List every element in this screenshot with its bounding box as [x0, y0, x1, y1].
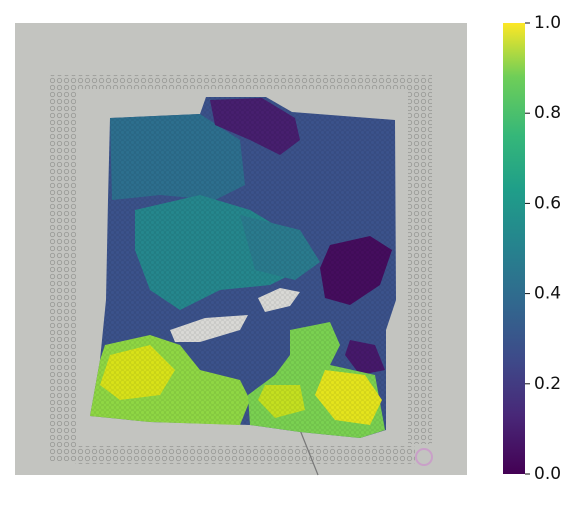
colorbar-tick-label: 1.0 — [534, 13, 561, 33]
colorbar-tick-label: 0.4 — [534, 284, 561, 304]
colorbar-tick-label: 0.8 — [534, 103, 561, 123]
tissue-image — [15, 23, 467, 476]
colorbar — [503, 23, 525, 474]
colorbar-tick-label: 0.6 — [534, 193, 561, 213]
colorbar-tick-label: 0.0 — [534, 464, 561, 484]
colorbar-tick-label: 0.2 — [534, 374, 561, 394]
